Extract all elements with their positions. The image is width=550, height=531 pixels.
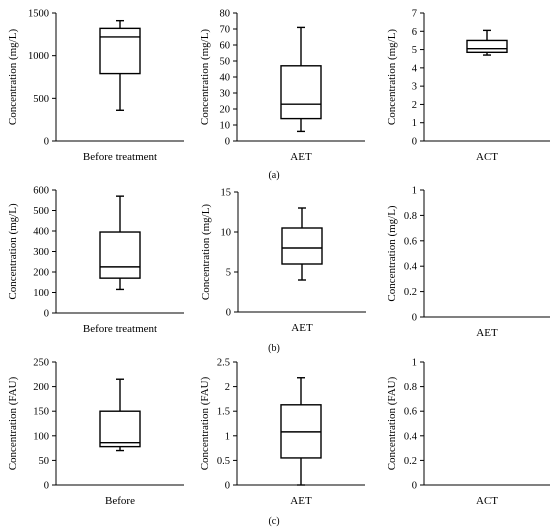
y-tick-label: 500 [33,206,49,217]
y-tick-label: 0.4 [404,262,418,273]
y-tick-label: 80 [220,9,231,20]
y-tick-label: 50 [220,57,231,68]
y-tick-label: 0 [412,481,417,492]
subplot-8: 0 0.5 1 1.5 2 2.5 Concentration (FAU) AET [199,358,365,507]
y-tick-label: 0 [225,481,230,492]
y-tick-label: 0 [412,313,417,324]
box [466,39,508,54]
x-category-label: Before [105,495,135,507]
y-tick-label: 0 [44,309,49,320]
y-tick-label: 70 [220,25,231,36]
x-category-label: AET [290,151,312,163]
y-tick-label: 1000 [28,51,49,62]
subplot-9: 0 0.2 0.4 0.6 0.8 1 Concentration (FAU) ACT [386,358,550,507]
y-tick-label: 0 [44,481,49,492]
y-tick-label: 2 [225,382,230,393]
y-tick-label: 50 [39,456,50,467]
y-tick-label: 1 [225,431,230,442]
y-tick-label: 0.2 [404,287,417,298]
subplot-7: 0 50 100 150 200 250 Concentration (FAU) Before [7,358,184,507]
panel-label-a: (a) [268,170,279,181]
y-tick-label: 4 [412,63,418,74]
box [99,410,141,448]
y-tick-label: 7 [412,9,417,20]
y-tick-label: 100 [33,288,49,299]
subplot-2: 0 10 20 30 40 50 60 70 80 Concentration (mg/L) AET [199,9,365,163]
box [281,227,323,265]
y-tick-label: 60 [220,41,231,52]
y-tick-label: 1 [412,186,417,197]
y-axis-label: Concentration (FAU) [386,376,398,470]
y-tick-label: 1 [412,118,417,129]
y-tick-label: 2.5 [217,358,230,369]
y-axis-label: Concentration (mg/L) [199,29,211,126]
y-tick-label: 40 [220,73,231,84]
y-axis-label: Concentration (FAU) [7,376,19,470]
y-tick-label: 0 [44,137,49,148]
x-category-label: AET [291,322,313,334]
box [99,27,141,75]
y-tick-label: 0.2 [404,456,417,467]
y-tick-label: 2 [412,100,417,111]
box [99,231,141,279]
y-axis-label: Concentration (mg/L) [7,29,19,126]
x-category-label: ACT [476,151,498,163]
y-tick-label: 6 [412,27,417,38]
y-tick-label: 150 [33,407,49,418]
y-tick-label: 400 [33,227,49,238]
y-tick-label: 0.6 [404,407,417,418]
y-tick-label: 0.6 [404,236,417,247]
y-tick-label: 0.4 [404,431,418,442]
y-axis-label: Concentration (mg/L) [386,205,398,302]
y-tick-label: 200 [33,382,49,393]
y-axis-label: Concentration (mg/L) [386,29,398,126]
y-tick-label: 100 [33,431,49,442]
y-tick-label: 1.5 [217,407,230,418]
y-tick-label: 200 [33,268,49,279]
y-tick-label: 10 [221,228,232,239]
subplot-3: 0 1 2 3 4 5 6 7 Concentration (mg/L) ACT [386,9,550,163]
subplot-5: 0 5 10 15 Concentration (mg/L) AET [200,188,366,334]
y-tick-label: 30 [220,89,231,100]
y-tick-label: 0.8 [404,382,417,393]
y-tick-label: 0 [412,137,417,148]
y-tick-label: 10 [220,121,231,132]
x-category-label: AET [290,495,312,507]
panel-label-c: (c) [268,516,279,527]
y-axis-label: Concentration (mg/L) [7,203,19,300]
y-tick-label: 5 [412,45,417,56]
subplot-1: 0 500 1000 1500 Concentration (mg/L) Before t… [7,9,184,163]
panel-label-b: (b) [268,343,280,354]
y-tick-label: 0 [226,308,231,319]
y-axis-label: Concentration (FAU) [199,376,211,470]
y-tick-label: 0.5 [217,456,230,467]
y-tick-label: 20 [220,105,231,116]
x-category-label: ACT [476,495,498,507]
y-tick-label: 600 [33,186,49,197]
y-tick-label: 0 [225,137,230,148]
x-category-label: AET [476,327,498,339]
subplot-6: 0 0.2 0.4 0.6 0.8 1 Concentration (mg/L) AET [386,186,550,339]
x-category-label: Before treatment [83,323,157,335]
y-tick-label: 500 [33,94,49,105]
y-tick-label: 0.8 [404,211,417,222]
y-tick-label: 1 [412,358,417,369]
subplot-4: 0 100 200 300 400 500 600 Concentration (mg/L) B… [7,186,184,335]
y-tick-label: 5 [226,268,231,279]
y-tick-label: 3 [412,82,417,93]
box [280,65,322,120]
y-tick-label: 300 [33,247,49,258]
y-axis-label: Concentration (mg/L) [200,204,212,301]
x-category-label: Before treatment [83,151,157,163]
y-tick-label: 1500 [28,9,49,20]
y-tick-label: 250 [33,358,49,369]
y-tick-label: 15 [221,188,232,199]
